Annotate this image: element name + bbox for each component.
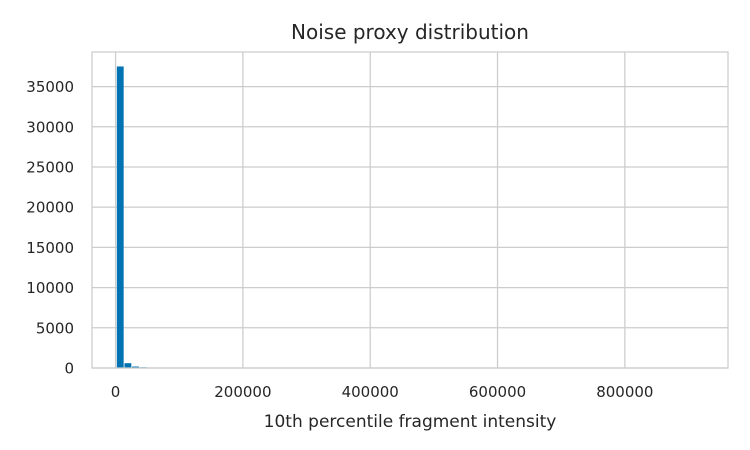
y-tick-label: 15000 <box>26 239 74 257</box>
plot-frame <box>91 51 729 369</box>
y-tick-label: 10000 <box>26 279 74 297</box>
y-tick-label: 20000 <box>26 199 74 217</box>
histogram-bar <box>116 66 124 369</box>
x-tick-label: 0 <box>111 383 121 401</box>
y-tick-label: 0 <box>64 360 74 378</box>
histogram-bar <box>124 363 132 368</box>
x-tick-label: 600000 <box>469 383 526 401</box>
x-tick-label: 800000 <box>596 383 653 401</box>
y-tick-label: 30000 <box>26 118 74 136</box>
y-tick-labels: 0 5000 10000 15000 20000 25000 30000 35000 <box>26 78 74 377</box>
grid-lines <box>92 52 728 369</box>
histogram-bar <box>132 366 139 368</box>
chart-title: Noise proxy distribution <box>291 20 529 44</box>
x-tick-labels: 0 200000 400000 600000 800000 <box>111 383 654 401</box>
x-axis-label: 10th percentile fragment intensity <box>264 412 557 432</box>
x-tick-label: 400000 <box>342 383 399 401</box>
y-tick-label: 25000 <box>26 158 74 176</box>
y-tick-label: 35000 <box>26 78 74 96</box>
y-tick-label: 5000 <box>36 319 74 337</box>
x-tick-label: 200000 <box>214 383 271 401</box>
